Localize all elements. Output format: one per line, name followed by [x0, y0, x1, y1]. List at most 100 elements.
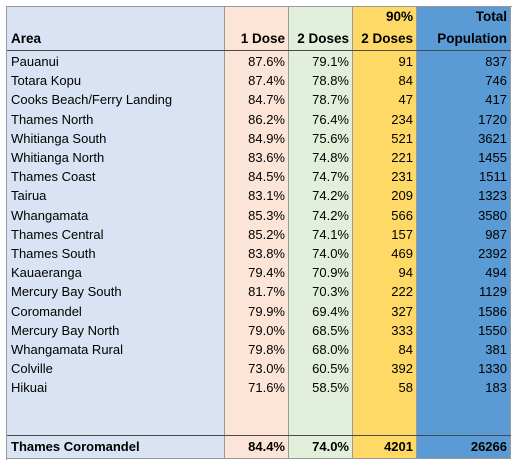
- row-to90: 84: [398, 342, 413, 357]
- row-to90: 47: [398, 92, 413, 108]
- row-population: 1330: [478, 361, 507, 377]
- row-area: Thames North: [11, 111, 94, 127]
- header-area: Area: [11, 31, 42, 46]
- row-to90: 222: [391, 284, 413, 300]
- row-population: 987: [485, 226, 507, 242]
- row-dose2: 74.2%: [312, 188, 349, 204]
- row-dose1: 79.0%: [248, 322, 285, 338]
- header-total-top: Total: [475, 9, 507, 24]
- row-population: 381: [485, 342, 507, 357]
- total-rule: [7, 435, 511, 436]
- row-dose2: 60.5%: [312, 361, 349, 377]
- row-dose2: 74.1%: [312, 226, 349, 242]
- row-area: Whitianga North: [11, 150, 105, 165]
- row-population: 837: [485, 54, 507, 69]
- row-to90: 231: [391, 169, 413, 185]
- row-population: 746: [485, 73, 507, 89]
- row-dose1: 83.8%: [248, 246, 285, 261]
- total-area: Thames Coromandel: [11, 439, 140, 454]
- row-to90: 157: [391, 226, 413, 242]
- row-population: 1455: [478, 150, 507, 165]
- row-dose1: 85.3%: [248, 207, 285, 223]
- row-dose2: 70.9%: [312, 265, 349, 281]
- row-area: Whitianga South: [11, 130, 107, 146]
- row-population: 3621: [478, 130, 507, 146]
- dose1-column: [225, 7, 289, 459]
- row-dose2: 75.6%: [312, 130, 349, 146]
- header-dose2: 2 Doses: [297, 31, 349, 46]
- row-to90: 91: [398, 54, 413, 69]
- total-dose1: 84.4%: [248, 439, 285, 454]
- population-column: [417, 7, 511, 459]
- row-dose1: 84.7%: [248, 92, 285, 108]
- row-dose2: 70.3%: [312, 284, 349, 300]
- row-area: Kauaeranga: [11, 265, 82, 281]
- row-dose1: 83.1%: [248, 188, 285, 204]
- row-dose1: 71.6%: [248, 380, 285, 396]
- row-population: 1720: [478, 111, 507, 127]
- row-dose2: 74.2%: [312, 207, 349, 223]
- row-dose1: 79.8%: [248, 342, 285, 357]
- header-90pct-bottom: 2 Doses: [361, 31, 413, 46]
- row-area: Whangamata Rural: [11, 342, 123, 357]
- row-area: Thames South: [11, 246, 96, 261]
- row-dose1: 79.9%: [248, 303, 285, 319]
- row-population: 1550: [478, 322, 507, 338]
- row-to90: 521: [391, 130, 413, 146]
- row-to90: 209: [391, 188, 413, 204]
- row-dose2: 74.0%: [312, 246, 349, 261]
- row-to90: 327: [391, 303, 413, 319]
- row-dose2: 79.1%: [312, 54, 349, 69]
- row-dose1: 87.6%: [248, 54, 285, 69]
- row-dose2: 58.5%: [312, 380, 349, 396]
- row-population: 2392: [478, 246, 507, 261]
- bottom-border: [7, 458, 511, 459]
- row-to90: 566: [391, 207, 413, 223]
- row-area: Whangamata: [11, 207, 89, 223]
- row-population: 1129: [479, 284, 507, 300]
- row-population: 1586: [478, 303, 507, 319]
- row-to90: 58: [398, 380, 413, 396]
- row-population: 1323: [478, 188, 507, 204]
- row-population: 494: [485, 265, 507, 281]
- total-to90: 4201: [384, 439, 413, 454]
- row-area: Mercury Bay North: [11, 322, 120, 338]
- row-area: Mercury Bay South: [11, 284, 122, 300]
- to90-column: [353, 7, 417, 459]
- row-dose2: 68.0%: [312, 342, 349, 357]
- row-dose2: 78.7%: [312, 92, 349, 108]
- row-population: 1511: [479, 169, 507, 185]
- row-dose1: 83.6%: [248, 150, 285, 165]
- row-dose2: 78.8%: [312, 73, 349, 89]
- row-dose2: 76.4%: [312, 111, 349, 127]
- row-dose2: 68.5%: [312, 322, 349, 338]
- row-dose2: 74.8%: [312, 150, 349, 165]
- row-to90: 94: [398, 265, 413, 281]
- row-to90: 221: [391, 150, 413, 165]
- row-area: Colville: [11, 361, 53, 377]
- row-dose1: 84.9%: [248, 130, 285, 146]
- row-population: 183: [485, 380, 507, 396]
- row-dose1: 79.4%: [248, 265, 285, 281]
- row-dose1: 86.2%: [248, 111, 285, 127]
- row-area: Thames Central: [11, 226, 104, 242]
- row-dose1: 73.0%: [248, 361, 285, 377]
- area-column: [7, 7, 225, 459]
- row-dose1: 81.7%: [248, 284, 285, 300]
- row-population: 417: [485, 92, 507, 108]
- row-dose1: 85.2%: [248, 226, 285, 242]
- header-total-bottom: Population: [437, 31, 507, 46]
- total-dose2: 74.0%: [312, 439, 349, 454]
- row-area: Totara Kopu: [11, 73, 82, 89]
- vaccination-table: 90% Total Area 1 Dose 2 Doses 2 Doses Po…: [6, 6, 512, 460]
- row-to90: 84: [398, 73, 413, 89]
- row-area: Tairua: [11, 188, 47, 204]
- row-area: Pauanui: [11, 54, 59, 69]
- row-to90: 469: [391, 246, 413, 261]
- row-area: Coromandel: [11, 303, 82, 319]
- row-to90: 234: [391, 111, 413, 127]
- row-dose2: 74.7%: [312, 169, 349, 185]
- row-area: Hikuai: [11, 380, 48, 396]
- row-dose1: 84.5%: [248, 169, 285, 185]
- dose2-column: [289, 7, 353, 459]
